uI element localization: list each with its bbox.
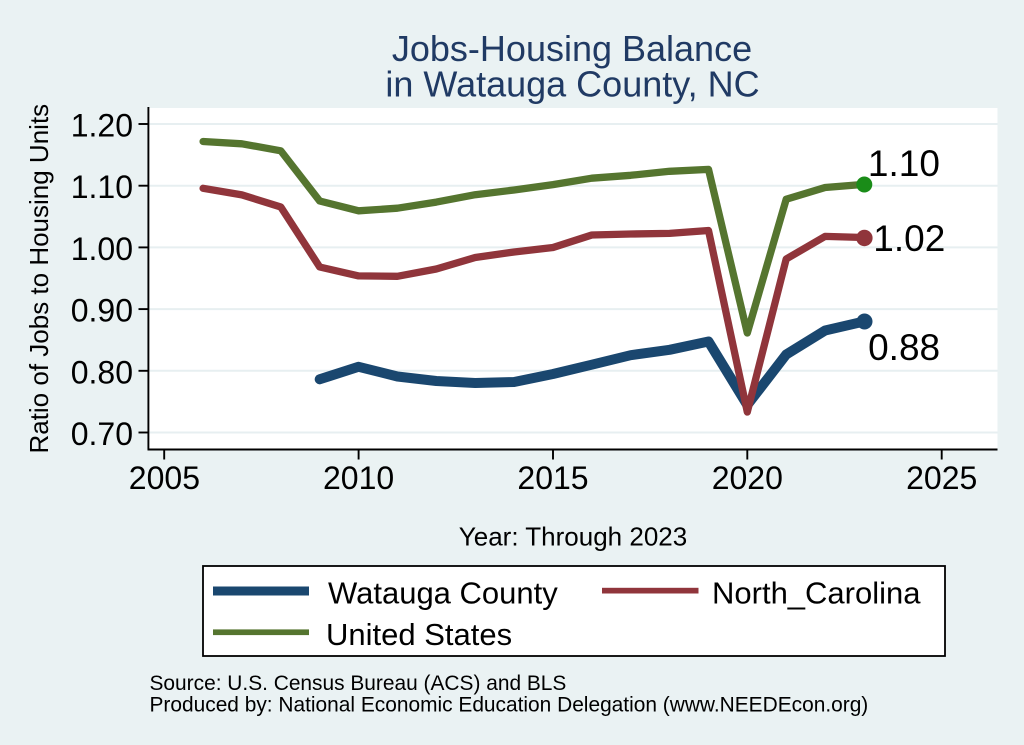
svg-text:Watauga County: Watauga County [328,576,558,611]
svg-text:Jobs-Housing Balance: Jobs-Housing Balance [392,28,752,69]
svg-text:0.80: 0.80 [71,354,133,390]
svg-text:2020: 2020 [712,460,783,496]
svg-text:1.00: 1.00 [71,231,133,267]
svg-text:2005: 2005 [129,460,200,496]
svg-text:1.20: 1.20 [71,108,133,144]
svg-text:0.90: 0.90 [71,293,133,329]
svg-text:North_Carolina: North_Carolina [712,576,921,611]
svg-text:Ratio of Jobs to Housing Units: Ratio of Jobs to Housing Units [24,104,54,454]
svg-text:Source: U.S. Census Bureau (AC: Source: U.S. Census Bureau (ACS) and BLS [150,672,567,695]
svg-text:in Watauga County, NC: in Watauga County, NC [385,63,759,104]
svg-text:United States: United States [326,617,512,652]
svg-text:0.88: 0.88 [868,327,940,368]
svg-text:1.10: 1.10 [71,169,133,205]
svg-text:2015: 2015 [517,460,588,496]
svg-text:Year: Through 2023: Year: Through 2023 [459,521,687,551]
svg-text:0.70: 0.70 [71,416,133,452]
svg-text:1.02: 1.02 [873,218,945,259]
svg-text:1.10: 1.10 [868,143,940,184]
svg-text:2025: 2025 [906,460,977,496]
svg-text:2010: 2010 [323,460,394,496]
svg-text:Produced by: National Economic: Produced by: National Economic Education… [150,693,869,716]
